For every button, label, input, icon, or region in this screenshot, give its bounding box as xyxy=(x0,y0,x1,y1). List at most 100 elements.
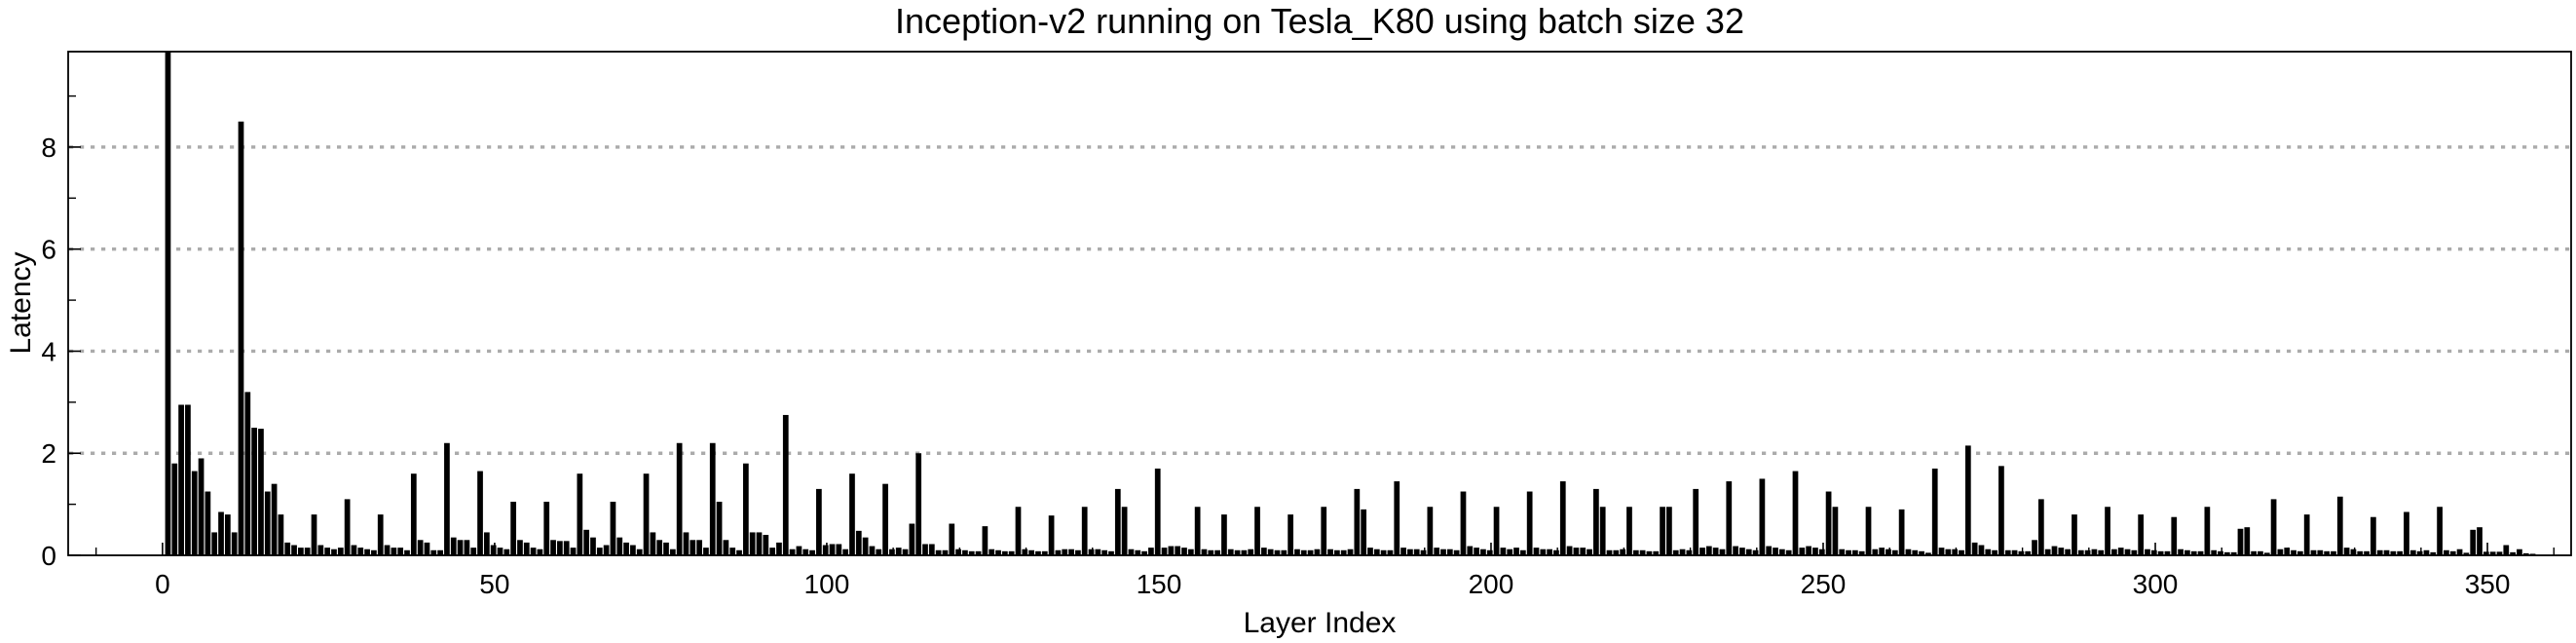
bar xyxy=(1048,515,1055,555)
bar xyxy=(331,548,337,555)
bar xyxy=(882,483,888,555)
bar xyxy=(178,404,184,555)
bar xyxy=(1978,545,1985,555)
bar xyxy=(1905,548,1912,555)
bar xyxy=(1254,507,1260,555)
bar xyxy=(989,548,995,555)
bar xyxy=(510,502,516,555)
bar xyxy=(1573,548,1580,555)
bar xyxy=(1001,550,1008,555)
bar xyxy=(1181,548,1187,555)
bar xyxy=(231,532,238,555)
bar xyxy=(1194,507,1201,555)
bar xyxy=(2237,528,2244,555)
bar xyxy=(2171,516,2178,555)
bar xyxy=(2230,551,2237,555)
bar xyxy=(1519,549,1526,555)
bar xyxy=(1467,546,1474,555)
bar xyxy=(2145,548,2150,555)
bar xyxy=(2517,548,2522,555)
bar xyxy=(2483,551,2489,555)
bar xyxy=(191,471,198,555)
bar xyxy=(928,544,935,555)
bar xyxy=(2503,545,2510,555)
bar xyxy=(1891,549,1898,555)
bar xyxy=(1626,507,1632,555)
bar xyxy=(1839,548,1846,555)
chart-title: Inception-v2 running on Tesla_K80 using … xyxy=(895,1,1744,41)
bar xyxy=(1088,548,1095,555)
bar xyxy=(497,548,504,555)
bar xyxy=(690,540,696,555)
bar xyxy=(2291,549,2296,555)
bar xyxy=(1373,548,1380,555)
bar xyxy=(1613,549,1620,555)
bar xyxy=(424,542,430,555)
bar xyxy=(2310,549,2317,555)
bar xyxy=(1380,549,1387,555)
bar xyxy=(2211,549,2218,555)
bar xyxy=(1300,549,1307,555)
bar xyxy=(895,548,902,555)
bar xyxy=(244,392,251,555)
bar xyxy=(876,548,882,555)
bar xyxy=(676,442,683,555)
bar xyxy=(643,473,650,555)
bar xyxy=(1852,549,1858,555)
bar xyxy=(1825,491,1832,555)
bar xyxy=(1699,548,1705,555)
bar xyxy=(1752,549,1759,555)
y-tick-label: 0 xyxy=(41,541,56,571)
bar xyxy=(1507,548,1513,555)
bar xyxy=(563,541,570,555)
bar xyxy=(1187,548,1194,555)
bar xyxy=(2218,550,2223,555)
bar xyxy=(2364,550,2370,555)
bar xyxy=(2456,548,2463,555)
bar xyxy=(869,546,876,555)
bar xyxy=(444,442,450,555)
bar xyxy=(337,548,344,555)
bar xyxy=(198,458,205,555)
bar xyxy=(2184,549,2190,555)
bar xyxy=(377,514,384,555)
bar xyxy=(1799,548,1806,555)
bar xyxy=(1646,550,1653,555)
bar xyxy=(1712,548,1719,555)
bar xyxy=(1347,548,1354,555)
bar xyxy=(942,549,949,555)
bar xyxy=(165,52,171,555)
bar xyxy=(1653,550,1660,555)
bar xyxy=(1035,550,1041,555)
bar xyxy=(763,535,769,555)
bar xyxy=(2098,549,2105,555)
bar xyxy=(2077,549,2084,555)
bar xyxy=(756,532,763,555)
bar xyxy=(2258,550,2263,555)
bar xyxy=(769,548,775,555)
bar xyxy=(1952,548,1959,555)
bar xyxy=(517,540,523,555)
bar xyxy=(450,537,457,555)
bar xyxy=(962,549,968,555)
x-tick-label: 300 xyxy=(2133,569,2179,599)
bar xyxy=(2510,551,2516,555)
bar xyxy=(284,542,291,555)
bar xyxy=(1593,488,1599,555)
bar xyxy=(2284,548,2291,555)
bar xyxy=(1121,507,1128,555)
bar xyxy=(1639,549,1646,555)
bar xyxy=(683,532,690,555)
bar xyxy=(716,502,723,555)
bar xyxy=(1660,507,1665,555)
y-tick-label: 2 xyxy=(41,438,56,469)
bar xyxy=(1241,549,1248,555)
bar xyxy=(1925,552,1931,555)
bar xyxy=(364,548,370,555)
bar xyxy=(703,548,709,555)
bar xyxy=(1846,549,1851,555)
bar xyxy=(590,537,596,555)
bar xyxy=(1719,548,1726,555)
bar xyxy=(2397,550,2404,555)
bar xyxy=(2105,507,2110,555)
